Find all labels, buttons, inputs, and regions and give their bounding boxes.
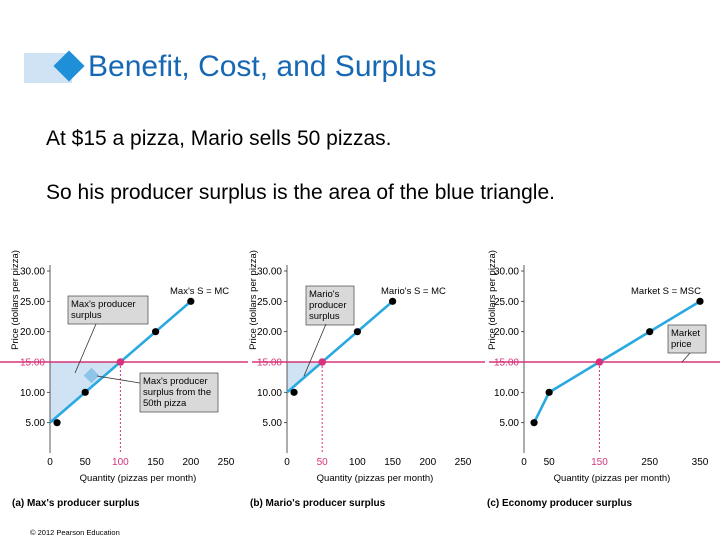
- max-50th-pizza-pointer: [96, 375, 141, 384]
- panel-b-curve-label: Mario's S = MC: [381, 286, 446, 297]
- mario-surplus-label-text: producer: [309, 300, 347, 311]
- supply-point: [389, 297, 397, 305]
- x-tick-label: 100: [349, 457, 366, 468]
- x-tick-label: 150: [384, 457, 401, 468]
- equilibrium-point: [116, 358, 125, 366]
- panel-a-xlabel: Quantity (pizzas per month): [80, 473, 197, 484]
- supply-point: [187, 297, 195, 305]
- x-tick-label: 250: [455, 457, 472, 468]
- y-tick-label: 5.00: [500, 418, 520, 429]
- max-50th-pizza-label-box: [139, 372, 219, 413]
- panel-a-curve-label: Max's S = MC: [170, 286, 229, 297]
- x-tick-label: 0: [284, 457, 290, 468]
- y-tick-label: 20.00: [257, 327, 282, 338]
- body-text-line-1: At $15 a pizza, Mario sells 50 pizzas.: [46, 127, 392, 150]
- charts-figure: (a) Max's producer surplus Quantity (piz…: [0, 250, 720, 509]
- y-tick-label: 5.00: [263, 418, 283, 429]
- panel-c-ylabel: Price (dollars per pizza): [487, 250, 498, 350]
- supply-point: [290, 388, 298, 396]
- x-tick-label: 50: [544, 457, 556, 468]
- y-tick-label: 20.00: [20, 327, 45, 338]
- x-tick-label: 250: [218, 457, 235, 468]
- panel-c-curve-label: Market S = MSC: [631, 286, 701, 297]
- supply-point: [53, 419, 61, 427]
- mario-surplus-label-text: surplus: [309, 311, 340, 322]
- x-tick-label: 0: [521, 457, 527, 468]
- panel-a-label: (a) Max's producer surplus: [12, 498, 140, 509]
- panel-b-xlabel: Quantity (pizzas per month): [317, 473, 434, 484]
- slide-title-area: Benefit, Cost, and Surplus: [24, 48, 714, 92]
- copyright-text: © 2012 Pearson Education: [30, 528, 120, 537]
- market-price-label-box: [667, 324, 707, 354]
- max-50th-pizza-label-text: surplus from the: [143, 387, 211, 398]
- y-tick-label: 30.00: [20, 267, 45, 278]
- equilibrium-point: [318, 358, 327, 366]
- equilibrium-point: [595, 358, 604, 366]
- supply-point: [353, 328, 361, 336]
- max-50th-pizza-label-text: 50th pizza: [143, 398, 187, 409]
- panel-b-ylabel: Price (dollars per pizza): [248, 250, 259, 350]
- panel-b-label: (b) Mario's producer surplus: [250, 498, 386, 509]
- y-tick-label: 10.00: [20, 388, 45, 399]
- mario-surplus-label-text: Mario's: [309, 289, 340, 300]
- market-price-label-text: Market: [671, 328, 700, 339]
- supply-point: [545, 388, 553, 396]
- max-50th-pizza-label-text: Max's producer: [143, 376, 208, 387]
- x-tick-label: 150: [591, 457, 608, 468]
- y-tick-label: 25.00: [20, 297, 45, 308]
- y-tick-label: 15.00: [494, 358, 519, 369]
- y-tick-label: 25.00: [494, 297, 519, 308]
- x-tick-label: 0: [47, 457, 53, 468]
- market-price-pointer: [681, 352, 691, 363]
- max-surplus-pointer: [74, 323, 97, 374]
- panel-a-ylabel: Price (dollars per pizza): [10, 250, 21, 350]
- panel-c-xlabel: Quantity (pizzas per month): [554, 473, 671, 484]
- x-tick-label: 200: [182, 457, 199, 468]
- y-tick-label: 10.00: [257, 388, 282, 399]
- y-tick-label: 25.00: [257, 297, 282, 308]
- max-surplus-label-box: [67, 295, 149, 325]
- x-tick-label: 50: [317, 457, 329, 468]
- mario-surplus-label-box: [305, 285, 355, 326]
- panel-c: (c) Economy producer surplus Quantity (p…: [487, 250, 720, 509]
- max-surplus-label-text: Max's producer: [71, 299, 136, 310]
- y-tick-label: 10.00: [494, 388, 519, 399]
- x-tick-label: 100: [112, 457, 129, 468]
- x-tick-label: 350: [692, 457, 709, 468]
- supply-curve: [286, 300, 394, 394]
- y-tick-label: 20.00: [494, 327, 519, 338]
- supply-point: [152, 328, 160, 336]
- y-tick-label: 30.00: [257, 267, 282, 278]
- supply-point: [81, 388, 89, 396]
- mario-surplus-pointer: [303, 323, 327, 377]
- supply-point: [696, 297, 704, 305]
- y-tick-label: 30.00: [494, 267, 519, 278]
- x-tick-label: 250: [641, 457, 658, 468]
- y-tick-label: 15.00: [257, 358, 282, 369]
- supply-point: [530, 419, 538, 427]
- panel-b: (b) Mario's producer surplus Quantity (p…: [248, 250, 485, 509]
- x-tick-label: 150: [147, 457, 164, 468]
- body-text-line-2: So his producer surplus is the area of t…: [46, 181, 555, 204]
- panel-c-label: (c) Economy producer surplus: [487, 498, 632, 509]
- supply-point: [646, 328, 654, 336]
- x-tick-label: 200: [419, 457, 436, 468]
- panel-a: (a) Max's producer surplus Quantity (piz…: [0, 250, 248, 509]
- market-price-label-text: price: [671, 339, 692, 350]
- slide-title: Benefit, Cost, and Surplus: [88, 50, 437, 83]
- x-tick-label: 50: [80, 457, 92, 468]
- max-surplus-label-text: surplus: [71, 310, 102, 321]
- y-tick-label: 15.00: [20, 358, 45, 369]
- y-tick-label: 5.00: [26, 418, 46, 429]
